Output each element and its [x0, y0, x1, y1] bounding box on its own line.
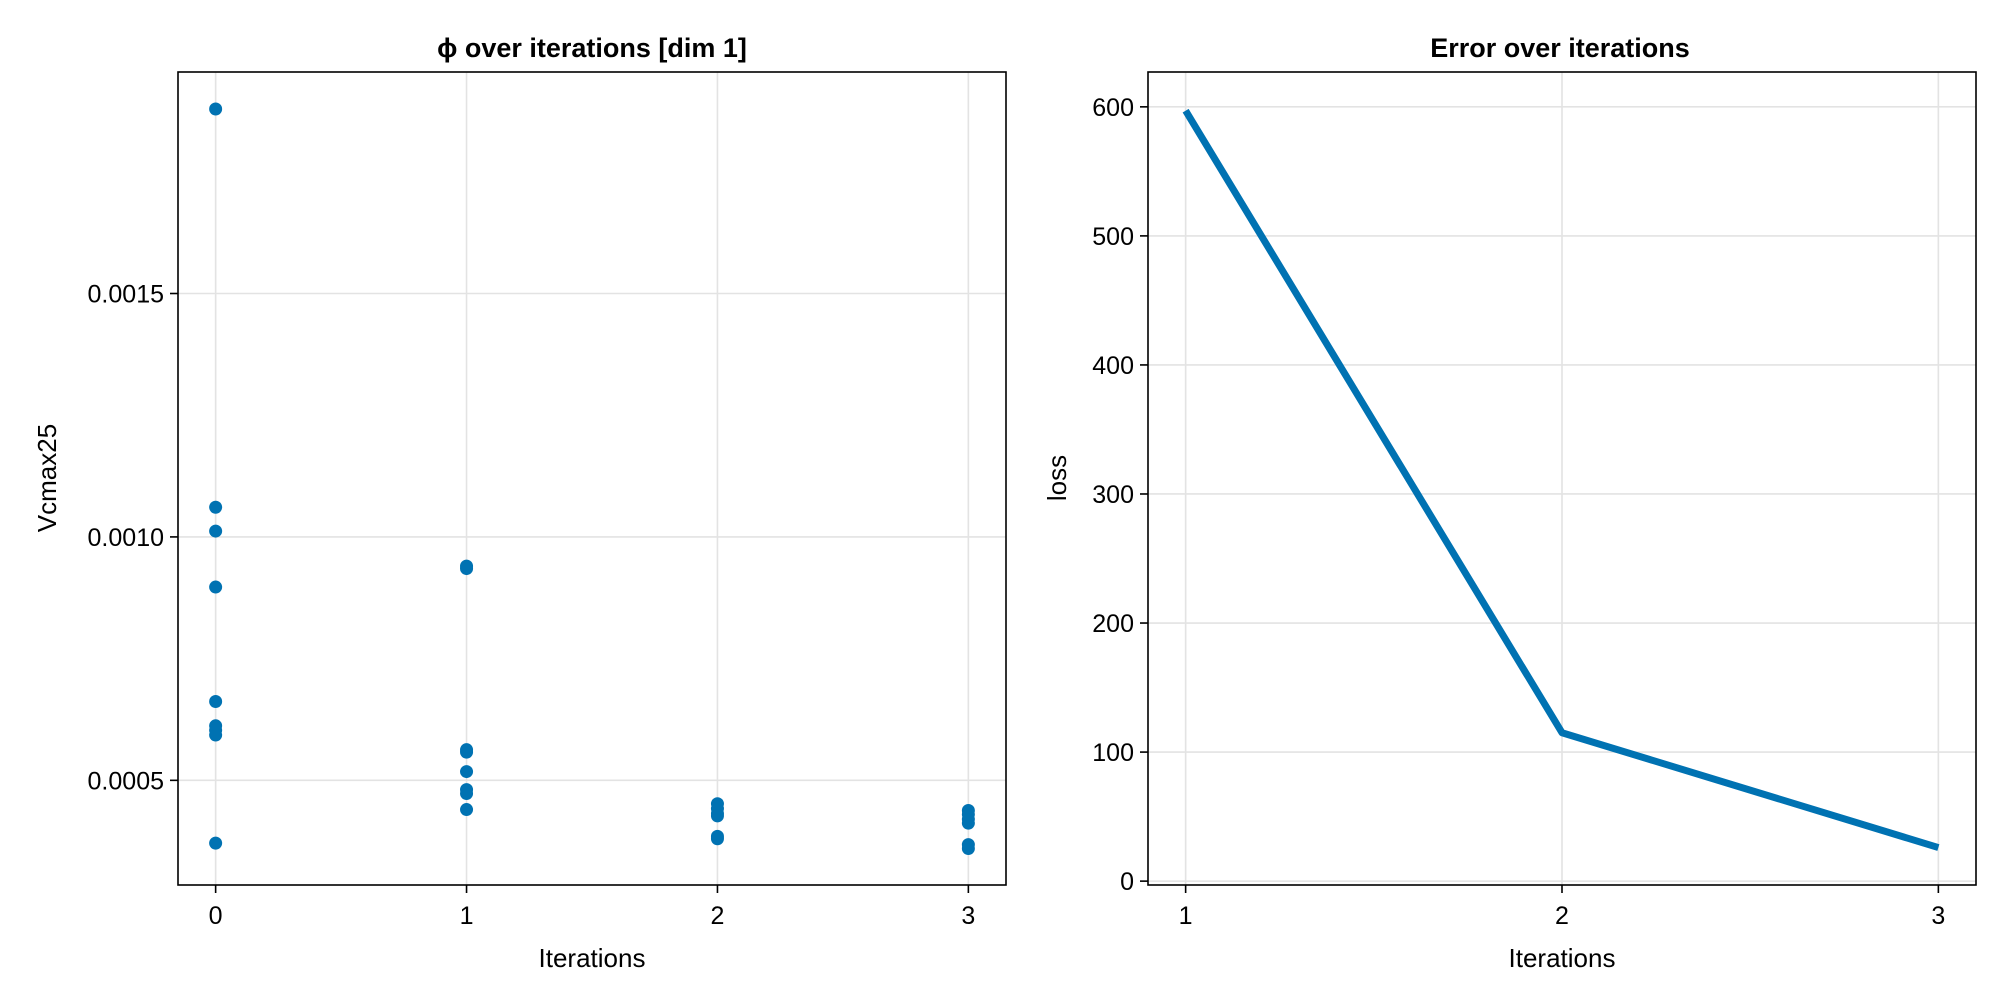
data-point	[961, 841, 975, 855]
y-tick-label: 0.0005	[88, 767, 164, 795]
data-point	[209, 524, 223, 538]
y-tick-label: 100	[1092, 739, 1134, 767]
scatter-x-axis-label: Iterations	[539, 943, 646, 973]
x-tick-label: 3	[961, 902, 975, 930]
y-tick-label: 200	[1092, 610, 1134, 638]
loss-line	[1182, 108, 1940, 851]
x-tick-label: 1	[460, 902, 474, 930]
data-point	[209, 836, 223, 850]
x-tick-label: 1	[1179, 902, 1193, 930]
x-tick-label: 2	[711, 902, 725, 930]
y-tick-label: 600	[1092, 94, 1134, 122]
data-point	[710, 832, 724, 846]
data-point	[209, 728, 223, 742]
line-y-ticks: 0 100 200 300 400 500 600	[1092, 94, 1148, 896]
data-point	[460, 745, 474, 759]
data-point	[460, 803, 474, 817]
y-tick-label: 500	[1092, 223, 1134, 251]
scatter-x-ticks: 0 1 2 3	[209, 885, 975, 930]
x-tick-label: 0	[209, 902, 223, 930]
data-point	[209, 694, 223, 708]
data-point	[460, 786, 474, 800]
y-tick-label: 300	[1092, 481, 1134, 509]
y-tick-label: 400	[1092, 352, 1134, 380]
line-chart-panel: Error over iterations 1 2 3 0 100 200 300 400 5…	[1042, 33, 1977, 973]
line-chart-title: Error over iterations	[1430, 33, 1690, 63]
scatter-y-axis-label: Vcmax25	[32, 424, 62, 532]
scatter-y-ticks: 0.0005 0.0010 0.0015	[88, 281, 178, 795]
x-tick-label: 3	[1931, 902, 1945, 930]
data-point	[209, 500, 223, 514]
data-point	[460, 562, 474, 576]
line-y-axis-label: loss	[1042, 455, 1072, 501]
scatter-points	[209, 102, 975, 855]
scatter-plot-frame	[177, 71, 1007, 886]
data-point	[209, 580, 223, 594]
line-gridlines	[1148, 72, 1976, 885]
y-tick-label: 0.0015	[88, 281, 164, 309]
data-point	[710, 809, 724, 823]
line-x-ticks: 1 2 3	[1179, 885, 1945, 930]
line-series	[1182, 108, 1940, 851]
scatter-chart-title: ϕ over iterations [dim 1]	[437, 33, 747, 63]
y-tick-label: 0.0010	[88, 524, 164, 552]
data-point	[961, 816, 975, 830]
data-point	[460, 765, 474, 779]
y-tick-label: 0	[1120, 868, 1134, 896]
data-point	[209, 102, 223, 116]
line-x-axis-label: Iterations	[1509, 943, 1616, 973]
x-tick-label: 2	[1555, 902, 1569, 930]
scatter-gridlines	[178, 72, 1006, 885]
